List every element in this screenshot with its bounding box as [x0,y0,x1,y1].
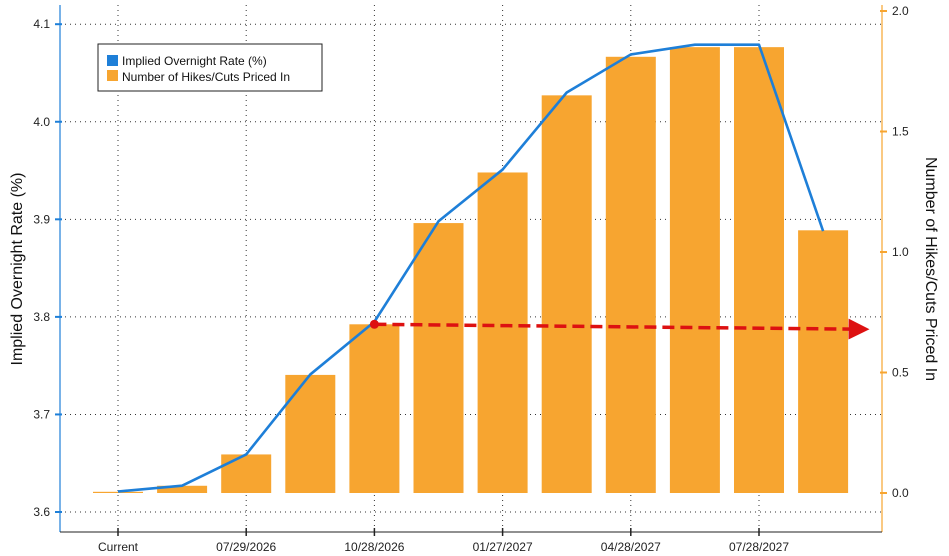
y-tick-label: 4.0 [33,115,50,129]
x-tick-label: 07/28/2027 [729,540,789,554]
legend-label-bar: Number of Hikes/Cuts Priced In [122,70,290,84]
y-tick-label: 4.1 [33,17,50,31]
bar [477,172,528,493]
bar [541,95,592,493]
x-tick-label: 01/27/2027 [473,540,533,554]
line-series [117,43,825,493]
annotation-start-dot [369,319,379,329]
y-tick-label: 3.8 [33,310,50,324]
x-tick-label: 07/29/2026 [216,540,276,554]
x-tick-label: 04/28/2027 [601,540,661,554]
y-tick-label: 3.6 [33,505,50,519]
rate-line [117,43,825,493]
legend: Implied Overnight Rate (%) Number of Hik… [97,43,323,92]
x-tick-label: 10/28/2026 [344,540,404,554]
y-tick-label: 3.7 [33,407,50,421]
bar [285,374,336,493]
bar [734,47,784,494]
annotation-arrow [369,318,870,340]
legend-swatch-line [107,55,118,66]
bar [605,56,656,493]
y-tick-label: 3.9 [33,212,50,226]
annotation-dashed-line [374,318,870,340]
bar [669,47,720,494]
legend-swatch-bar [107,70,118,81]
bar [221,454,272,493]
axes: 3.6 3.7 3.8 3.9 4.0 4.1 0.0 0.5 1.0 1.5 2.0 Current… [33,4,909,554]
y2-axis-title: Number of Hikes/Cuts Priced In [922,157,939,381]
bar [413,223,464,493]
bar [349,324,400,493]
bars-series [93,47,849,494]
y2-tick-label: 0.0 [892,486,909,500]
legend-box [97,43,323,92]
y2-tick-label: 1.5 [892,125,909,139]
bar [157,485,208,493]
x-tick-label: Current [98,540,139,554]
bar [93,491,143,493]
y2-tick-label: 2.0 [892,4,909,18]
legend-label-line: Implied Overnight Rate (%) [122,54,267,68]
y2-tick-label: 1.0 [892,245,909,259]
bar [798,230,849,493]
y2-tick-label: 0.5 [892,366,909,380]
y-axis-title: Implied Overnight Rate (%) [9,173,26,366]
